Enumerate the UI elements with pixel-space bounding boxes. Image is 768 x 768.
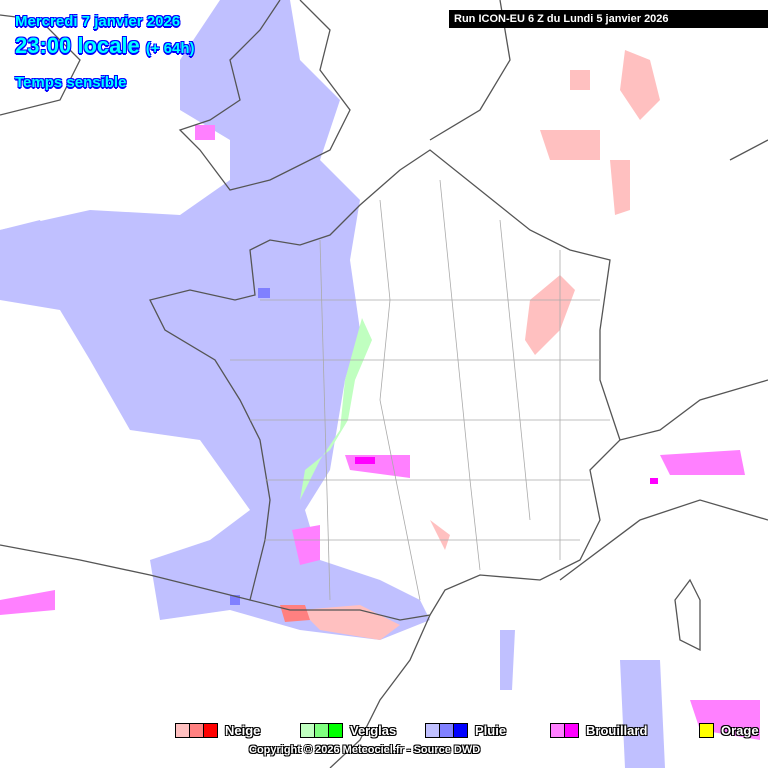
legend-brouillard: Brouillard xyxy=(550,723,647,738)
legend-swatch xyxy=(328,723,343,738)
department-borders xyxy=(230,179,610,601)
legend-label: Pluie xyxy=(475,723,507,738)
forecast-time: 23:00 locale (+ 64h) xyxy=(15,33,195,59)
snow-heavy xyxy=(280,605,310,622)
legend-label: Neige xyxy=(225,723,261,738)
legend-swatch xyxy=(453,723,468,738)
rain-moderate xyxy=(230,288,270,605)
rain-areas xyxy=(0,0,665,768)
legend-orage: Orage xyxy=(699,723,759,738)
forecast-offset: (+ 64h) xyxy=(145,40,195,57)
legend-label: Brouillard xyxy=(586,723,648,738)
legend-swatch xyxy=(203,723,218,738)
time-label: 23:00 locale xyxy=(15,33,140,58)
parameter-title: Temps sensible xyxy=(15,74,127,91)
legend-pluie: Pluie xyxy=(425,723,506,738)
run-label: Run ICON-EU 6 Z du Lundi 5 janvier 2026 xyxy=(449,10,768,28)
legend-swatch xyxy=(300,723,315,738)
legend-neige: Neige xyxy=(175,723,260,738)
verglas-areas xyxy=(300,318,372,500)
legend-swatch xyxy=(564,723,579,738)
legend-swatch xyxy=(189,723,204,738)
copyright: Copyright © 2026 Meteociel.fr - Source D… xyxy=(249,744,481,756)
forecast-date: Mercredi 7 janvier 2026 xyxy=(15,13,181,30)
legend-label: Orage xyxy=(721,723,759,738)
legend-label: Verglas xyxy=(350,723,397,738)
legend-swatch xyxy=(550,723,565,738)
legend-swatch xyxy=(175,723,190,738)
legend-swatch xyxy=(699,723,714,738)
legend-swatch xyxy=(425,723,440,738)
fog-dense xyxy=(355,457,658,484)
legend-swatch xyxy=(439,723,454,738)
legend-verglas: Verglas xyxy=(300,723,396,738)
legend-swatch xyxy=(314,723,329,738)
